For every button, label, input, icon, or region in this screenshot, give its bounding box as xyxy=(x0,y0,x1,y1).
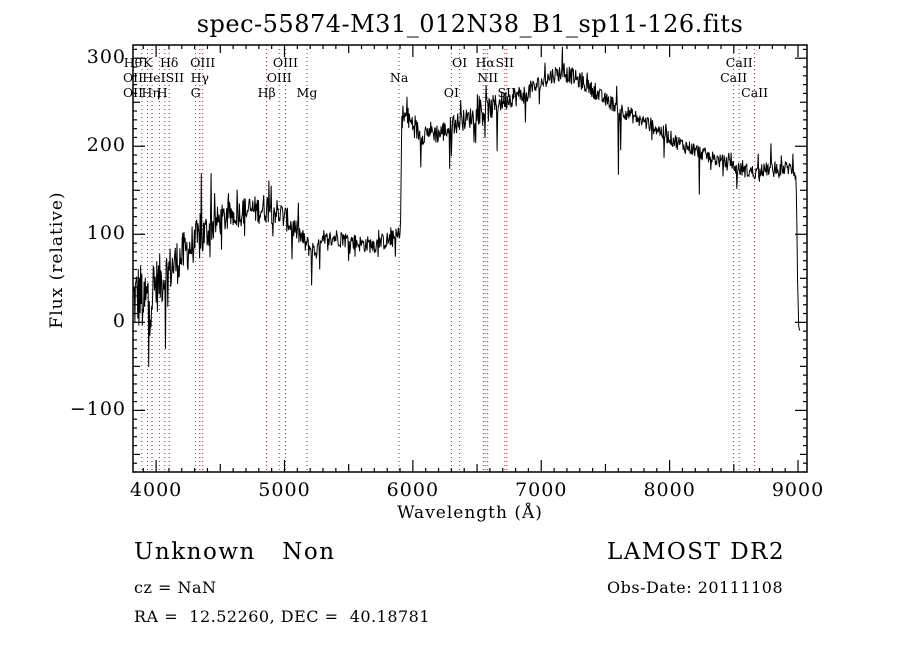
y-axis-title: Flux (relative) xyxy=(47,191,67,329)
ra-dec-value: RA = 12.52260, DEC = 40.18781 xyxy=(134,607,431,626)
x-tick-label: 9000 xyxy=(771,479,825,501)
spectral-line-label: OIII xyxy=(272,55,298,70)
spectral-line-label: OI xyxy=(452,55,468,70)
spectral-line-label: K xyxy=(142,55,153,70)
spectral-line-label: SII xyxy=(497,85,516,100)
x-tick-label: 6000 xyxy=(386,479,440,501)
x-axis-title: Wavelength (Å) xyxy=(397,503,543,523)
x-tick-label: 4000 xyxy=(129,479,183,501)
spectral-line-label: CaII xyxy=(725,55,753,70)
spectral-line-label: G xyxy=(190,85,201,100)
spectral-line-label: Hδ xyxy=(159,55,179,70)
spectral-line-label: Mg xyxy=(296,85,318,100)
spectral-line-label: OIII xyxy=(190,55,216,70)
spectral-line-label: Hη xyxy=(141,85,160,100)
spectral-line-label: OII xyxy=(122,70,144,85)
spectral-line-label: Hα xyxy=(475,55,495,70)
x-tick-label: 5000 xyxy=(258,479,311,501)
spectral-line-label: SII xyxy=(495,55,515,70)
survey-label: LAMOST DR2 xyxy=(607,539,786,565)
spectral-line-label: HeI xyxy=(142,70,166,85)
y-tick-label: 100 xyxy=(86,222,126,245)
y-tick-label: −100 xyxy=(69,398,126,421)
x-tick-label: 7000 xyxy=(515,479,568,501)
cz-value: cz = NaN xyxy=(134,578,217,597)
spectral-line-label: Na xyxy=(389,70,409,85)
spectral-line-label: NII xyxy=(477,70,499,85)
classification-text: Unknown Non xyxy=(134,539,336,565)
y-tick-label: 200 xyxy=(86,134,126,157)
y-tick-label: 300 xyxy=(86,46,126,69)
spectral-line-label: H xyxy=(156,85,168,100)
spectral-line-label: SII xyxy=(165,70,185,85)
spectral-line-label: CaII xyxy=(720,70,748,85)
plot-title: spec-55874-M31_012N38_B1_sp11-126.fits xyxy=(196,10,744,38)
x-tick-label: 8000 xyxy=(643,479,696,501)
obs-date: Obs-Date: 20111108 xyxy=(607,578,784,597)
spectral-line-label: OII xyxy=(122,85,144,100)
y-tick-label: 0 xyxy=(112,310,126,333)
spectral-line-label: Hθ xyxy=(123,55,143,70)
spectral-line-label: OI xyxy=(443,85,459,100)
spectral-line-label: OIII xyxy=(266,70,292,85)
spectral-line-label: CaII xyxy=(741,85,769,100)
spectral-line-label: Hβ xyxy=(257,85,276,100)
spectral-line-label: Hγ xyxy=(190,70,209,85)
